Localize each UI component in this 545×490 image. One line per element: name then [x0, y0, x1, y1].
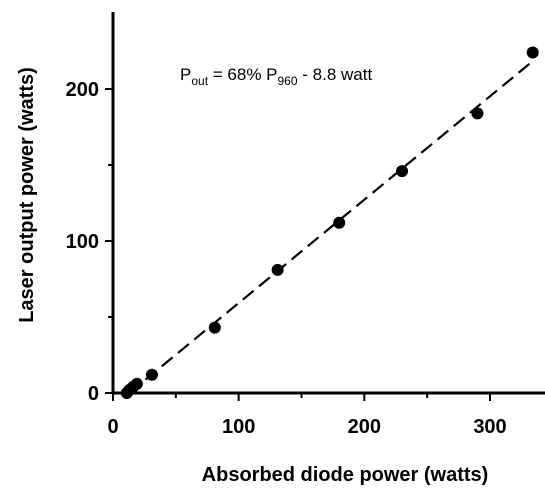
- fit-line: [128, 60, 534, 394]
- data-point: [526, 46, 539, 59]
- data-points: [120, 46, 539, 399]
- fit-equation: Pout = 68% P960 - 8.8 watt: [180, 65, 372, 88]
- x-tick-label: 300: [473, 416, 506, 438]
- eq-tail: - 8.8 watt: [298, 65, 373, 84]
- x-tick-label: 0: [107, 416, 118, 438]
- y-tick-label: 100: [66, 231, 99, 253]
- data-point: [396, 165, 409, 178]
- x-axis-title: Absorbed diode power (watts): [202, 464, 489, 486]
- eq-out-subscript: out: [191, 74, 208, 88]
- data-point: [208, 321, 221, 334]
- y-tick-label: 0: [88, 383, 99, 405]
- y-tick-label: 200: [66, 79, 99, 101]
- tick-labels: 0 100 200 300 0 100 200: [66, 79, 507, 438]
- x-tick-label: 100: [222, 416, 255, 438]
- fit-line-group: [128, 60, 534, 394]
- data-point: [145, 368, 158, 381]
- y-axis-title: Laser output power (watts): [16, 67, 38, 323]
- data-point: [471, 107, 484, 120]
- ticks: [105, 88, 491, 401]
- eq-960-subscript: 960: [278, 74, 298, 88]
- data-point: [271, 263, 284, 276]
- axes: [111, 12, 545, 395]
- data-point: [130, 377, 143, 390]
- x-tick-label: 200: [348, 416, 381, 438]
- eq-middle: = 68% P: [208, 65, 277, 84]
- data-point: [333, 216, 346, 229]
- eq-p: P: [180, 65, 191, 84]
